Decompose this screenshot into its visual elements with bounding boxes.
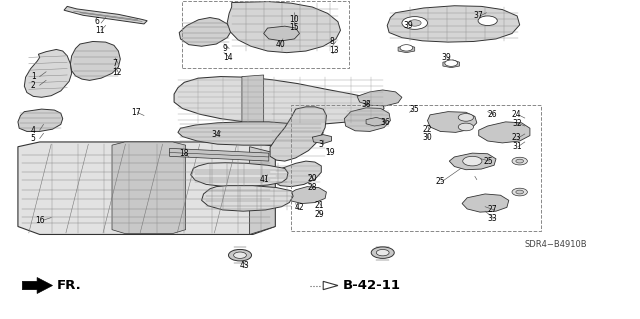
Text: 1: 1	[31, 72, 35, 81]
Polygon shape	[227, 2, 340, 53]
Polygon shape	[287, 187, 326, 204]
Text: 24: 24	[512, 110, 522, 119]
Polygon shape	[64, 6, 147, 24]
Text: 40: 40	[275, 40, 285, 48]
Polygon shape	[323, 281, 338, 290]
Polygon shape	[312, 135, 332, 144]
Circle shape	[512, 157, 527, 165]
Polygon shape	[202, 186, 293, 211]
Polygon shape	[22, 278, 52, 293]
Polygon shape	[264, 26, 300, 41]
Text: 12: 12	[112, 68, 122, 77]
Polygon shape	[449, 153, 496, 170]
Circle shape	[371, 247, 394, 258]
Text: 15: 15	[289, 23, 299, 32]
Text: 7: 7	[112, 59, 117, 68]
Text: 41: 41	[259, 175, 269, 184]
Circle shape	[516, 190, 524, 194]
Text: 6: 6	[95, 17, 100, 26]
Polygon shape	[18, 142, 275, 234]
Circle shape	[376, 249, 389, 256]
Text: 25: 25	[483, 157, 493, 166]
Polygon shape	[274, 161, 321, 187]
Polygon shape	[174, 77, 384, 124]
Text: SDR4−B4910B: SDR4−B4910B	[525, 241, 588, 249]
Text: 13: 13	[330, 46, 339, 55]
Polygon shape	[18, 109, 63, 131]
Text: 43: 43	[240, 261, 250, 270]
Polygon shape	[428, 112, 477, 132]
Text: 33: 33	[488, 214, 497, 223]
Text: 21: 21	[315, 201, 324, 210]
Text: 37: 37	[474, 11, 483, 20]
Polygon shape	[112, 142, 186, 234]
Polygon shape	[24, 49, 72, 97]
Text: 9: 9	[223, 44, 228, 53]
Polygon shape	[250, 147, 275, 234]
Text: 16: 16	[35, 216, 45, 225]
Text: 4: 4	[31, 126, 36, 135]
Circle shape	[458, 114, 474, 121]
Circle shape	[402, 17, 428, 29]
Circle shape	[234, 252, 246, 258]
Circle shape	[478, 16, 497, 26]
Polygon shape	[344, 108, 390, 131]
Polygon shape	[479, 122, 530, 143]
Circle shape	[458, 123, 474, 131]
Circle shape	[408, 20, 421, 26]
Text: 18: 18	[179, 149, 189, 158]
Text: 8: 8	[330, 37, 334, 46]
Polygon shape	[398, 45, 415, 53]
Text: 39: 39	[403, 21, 413, 30]
Text: 5: 5	[31, 134, 36, 143]
Text: 27: 27	[488, 205, 497, 214]
Polygon shape	[443, 60, 460, 68]
Circle shape	[463, 156, 482, 166]
Polygon shape	[70, 41, 120, 80]
Text: 3: 3	[319, 140, 324, 149]
Text: 34: 34	[211, 130, 221, 139]
Text: 36: 36	[381, 118, 390, 127]
Text: 2: 2	[31, 81, 35, 90]
Polygon shape	[178, 122, 323, 145]
Polygon shape	[462, 194, 509, 212]
Text: 20: 20	[307, 174, 317, 183]
Polygon shape	[270, 107, 326, 161]
Polygon shape	[191, 163, 288, 187]
Text: 39: 39	[442, 53, 451, 62]
Text: 17: 17	[131, 108, 141, 117]
Polygon shape	[357, 90, 402, 106]
Polygon shape	[179, 18, 232, 46]
Polygon shape	[170, 148, 269, 161]
Text: 11: 11	[95, 26, 104, 35]
Circle shape	[400, 45, 413, 51]
Text: 29: 29	[315, 210, 324, 219]
Polygon shape	[387, 6, 520, 42]
Text: 22: 22	[422, 125, 432, 134]
Circle shape	[445, 60, 458, 66]
Circle shape	[516, 159, 524, 163]
Text: 25: 25	[435, 177, 445, 186]
Text: 32: 32	[512, 119, 522, 128]
Text: 19: 19	[325, 148, 335, 157]
Text: 23: 23	[512, 133, 522, 142]
Circle shape	[512, 188, 527, 196]
Circle shape	[228, 249, 252, 261]
Text: B-42-11: B-42-11	[342, 279, 401, 292]
Text: 14: 14	[223, 53, 232, 62]
Text: 28: 28	[307, 183, 317, 192]
Text: 42: 42	[294, 204, 304, 212]
Polygon shape	[242, 75, 264, 124]
Polygon shape	[366, 117, 384, 126]
Text: 30: 30	[422, 133, 432, 142]
Text: 10: 10	[289, 15, 299, 24]
Text: FR.: FR.	[56, 279, 81, 292]
Text: 31: 31	[512, 142, 522, 151]
Text: 35: 35	[410, 105, 419, 114]
Text: 26: 26	[488, 110, 497, 119]
Text: 38: 38	[362, 100, 371, 109]
